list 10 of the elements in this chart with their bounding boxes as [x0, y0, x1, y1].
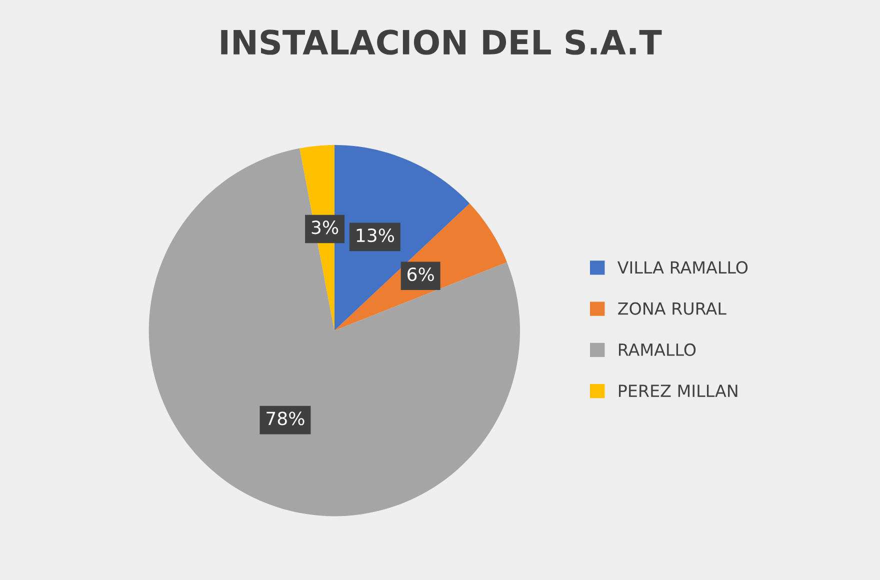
pie-slice — [148, 148, 520, 516]
data-label: 6% — [408, 267, 434, 282]
legend-label: VILLA RAMALLO — [617, 261, 748, 274]
legend-label: PEREZ MILLAN — [618, 384, 738, 397]
legend-label: ZONA RURAL — [618, 302, 726, 315]
legend-label: RAMALLO — [618, 343, 696, 356]
chart-title: INSTALACION DEL S.A.T — [221, 30, 662, 55]
data-label: 13% — [356, 228, 394, 242]
data-label: 78% — [266, 412, 304, 426]
data-label: 3% — [312, 220, 338, 234]
